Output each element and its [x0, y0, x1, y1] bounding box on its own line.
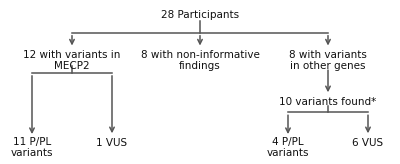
Text: 1 VUS: 1 VUS: [96, 138, 128, 148]
Text: 6 VUS: 6 VUS: [352, 138, 384, 148]
Text: 8 with non-informative
findings: 8 with non-informative findings: [140, 50, 260, 72]
Text: 28 Participants: 28 Participants: [161, 10, 239, 20]
Text: 12 with variants in
MECP2: 12 with variants in MECP2: [23, 50, 121, 72]
Text: 4 P/PL
variants: 4 P/PL variants: [267, 137, 309, 158]
Text: 8 with variants
in other genes: 8 with variants in other genes: [289, 50, 367, 72]
Text: 10 variants found*: 10 variants found*: [279, 97, 377, 107]
Text: 11 P/PL
variants: 11 P/PL variants: [11, 137, 53, 158]
